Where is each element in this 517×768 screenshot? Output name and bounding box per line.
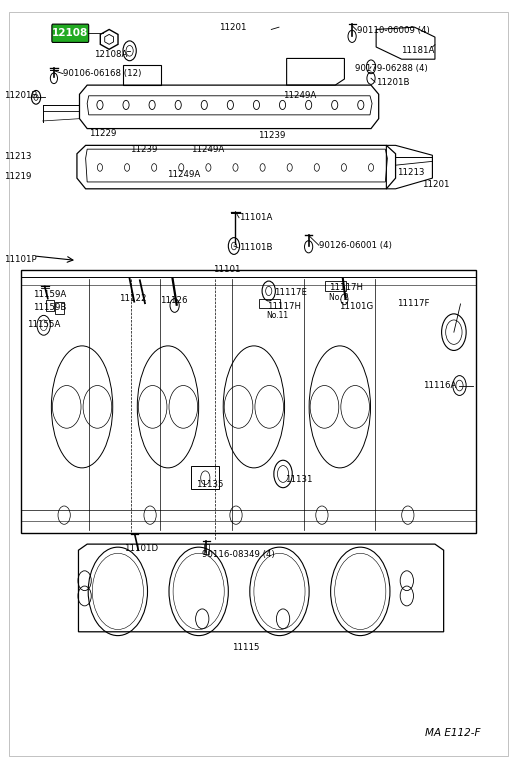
Bar — [21, 270, 476, 533]
Text: 11159B: 11159B — [34, 303, 67, 313]
Text: 11155A: 11155A — [27, 320, 60, 329]
Text: No.11: No.11 — [267, 311, 289, 320]
Text: 11135: 11135 — [196, 480, 224, 489]
Text: 11181A: 11181A — [401, 45, 434, 55]
Text: 11101: 11101 — [214, 265, 241, 274]
Text: 11239: 11239 — [258, 131, 286, 140]
Text: 12108A: 12108A — [94, 50, 127, 59]
Text: 11101B: 11101B — [239, 243, 272, 252]
Text: 11131: 11131 — [285, 475, 313, 484]
Text: 11249A: 11249A — [191, 144, 224, 154]
Text: 11115: 11115 — [232, 643, 260, 651]
Text: 11101P: 11101P — [4, 255, 37, 264]
Text: 90126-06001 (4): 90126-06001 (4) — [319, 240, 392, 250]
Text: 11219: 11219 — [4, 172, 32, 181]
Text: 11239: 11239 — [130, 144, 157, 154]
Text: 11201: 11201 — [422, 180, 450, 189]
Text: 11101D: 11101D — [125, 545, 159, 553]
Text: 11249A: 11249A — [168, 170, 201, 179]
Text: 11117E: 11117E — [274, 288, 307, 297]
Text: 11213: 11213 — [397, 167, 424, 177]
Text: 11101G: 11101G — [339, 302, 374, 311]
Text: 11122: 11122 — [119, 294, 147, 303]
Text: 90110-06009 (4): 90110-06009 (4) — [357, 25, 430, 35]
Text: 12108: 12108 — [52, 28, 88, 38]
Bar — [258, 300, 280, 308]
FancyBboxPatch shape — [52, 24, 89, 42]
Text: 11229: 11229 — [89, 130, 116, 138]
Bar — [191, 466, 219, 489]
Text: 11213: 11213 — [4, 152, 32, 161]
Text: No. 2: No. 2 — [329, 293, 349, 302]
Text: 11201B: 11201B — [4, 91, 38, 101]
Text: 11249A: 11249A — [283, 91, 316, 101]
Bar — [325, 281, 346, 291]
Text: 11117F: 11117F — [397, 300, 429, 309]
Text: 11101A: 11101A — [239, 214, 272, 222]
Text: 90106-06168 (12): 90106-06168 (12) — [63, 69, 142, 78]
Text: 11117H: 11117H — [329, 283, 363, 293]
Bar — [204, 544, 209, 554]
Text: MA E112-F: MA E112-F — [425, 728, 481, 738]
Text: 11201: 11201 — [219, 23, 246, 31]
Text: 11126: 11126 — [160, 296, 188, 305]
Text: 11201B: 11201B — [376, 78, 409, 87]
Text: 90116-08349 (4): 90116-08349 (4) — [202, 551, 275, 559]
Text: 11159A: 11159A — [34, 290, 67, 299]
Text: 11117H: 11117H — [267, 302, 301, 311]
Text: 11116A: 11116A — [423, 381, 457, 390]
Text: 90179-06288 (4): 90179-06288 (4) — [355, 64, 428, 73]
